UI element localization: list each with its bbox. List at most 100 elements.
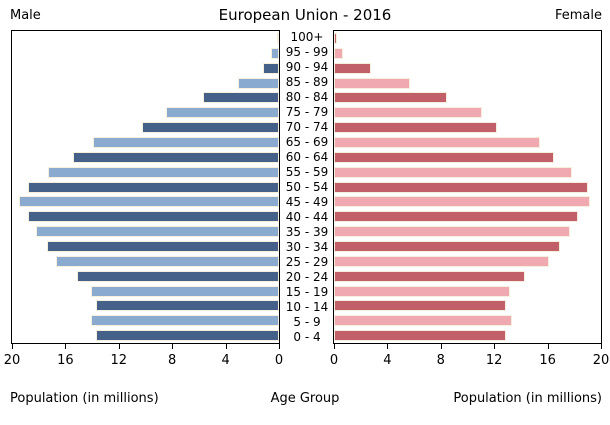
female-bar xyxy=(334,47,344,59)
male-header-label: Male xyxy=(10,8,41,23)
x-tick-label: 16 xyxy=(539,353,556,368)
x-tick xyxy=(387,343,389,349)
female-bar-row xyxy=(334,135,601,150)
female-bar-row xyxy=(334,105,601,120)
female-bar xyxy=(334,196,591,208)
male-bar-row xyxy=(12,31,279,46)
x-tick xyxy=(118,343,120,349)
female-bar xyxy=(334,211,579,223)
age-group-label: 45 - 49 xyxy=(285,194,329,209)
male-bar-row xyxy=(12,269,279,284)
male-plot xyxy=(11,30,280,344)
male-bar xyxy=(96,300,279,312)
female-bar-row xyxy=(334,313,601,328)
female-bar xyxy=(334,300,507,312)
x-tick xyxy=(225,343,227,349)
age-group-label: 10 - 14 xyxy=(285,299,329,314)
male-bar xyxy=(28,181,279,193)
male-bar-row xyxy=(12,105,279,120)
age-group-label: 35 - 39 xyxy=(285,224,329,239)
male-bar-row xyxy=(12,284,279,299)
age-labels-column: 100+ 95 - 99 90 - 94 85 - 89 80 - 84 75 - 79 7… xyxy=(281,30,333,344)
male-bar-row xyxy=(12,209,279,224)
female-plot-bars xyxy=(334,31,601,343)
age-group-label: 85 - 89 xyxy=(285,75,329,90)
male-axis-ticks: 20 16 12 8 4 0 xyxy=(4,343,283,375)
male-bar xyxy=(277,32,279,44)
male-bar xyxy=(237,77,279,89)
x-tick xyxy=(334,343,335,349)
female-bar-row xyxy=(334,31,601,46)
male-bar xyxy=(96,330,279,342)
x-tick-label: 12 xyxy=(485,353,503,368)
female-bar-row xyxy=(334,194,601,209)
female-axis-ticks: 0 4 8 12 16 20 xyxy=(330,343,609,375)
male-bar xyxy=(18,196,279,208)
chart-title: European Union - 2016 xyxy=(218,6,392,24)
female-bar-row xyxy=(334,46,601,61)
female-bar-row xyxy=(334,180,601,195)
female-bar-row xyxy=(334,254,601,269)
age-group-label: 95 - 99 xyxy=(285,45,329,60)
male-bar-row xyxy=(12,90,279,105)
male-bar xyxy=(141,122,279,134)
female-plot xyxy=(333,30,602,344)
female-bar-row xyxy=(334,90,601,105)
male-bar xyxy=(56,255,279,267)
female-bar-row xyxy=(334,328,601,343)
x-tick-label: 16 xyxy=(57,353,74,368)
female-bar-row xyxy=(334,298,601,313)
age-group-label: 20 - 24 xyxy=(285,269,329,284)
female-bar xyxy=(334,136,540,148)
female-bar-row xyxy=(334,76,601,91)
male-bar xyxy=(165,107,279,119)
age-group-label: 5 - 9 xyxy=(293,314,321,329)
x-tick-label: 8 xyxy=(168,353,177,368)
male-bar xyxy=(46,240,279,252)
male-bar xyxy=(271,47,279,59)
female-bar xyxy=(334,151,555,163)
age-group-label: 100+ xyxy=(290,30,324,45)
female-bar-row xyxy=(334,239,601,254)
x-tick xyxy=(279,343,280,349)
male-bar xyxy=(90,315,279,327)
male-bar xyxy=(77,270,279,282)
female-bar xyxy=(334,122,497,134)
age-group-label: 60 - 64 xyxy=(285,150,329,165)
x-tick xyxy=(440,343,442,349)
female-bar xyxy=(334,62,372,74)
female-bar-row xyxy=(334,224,601,239)
age-group-label: 90 - 94 xyxy=(285,60,329,75)
age-group-label: 75 - 79 xyxy=(285,105,329,120)
female-bar xyxy=(334,166,572,178)
x-tick xyxy=(65,343,67,349)
x-tick-label: 20 xyxy=(3,353,21,368)
x-tick xyxy=(494,343,496,349)
female-bar xyxy=(334,330,507,342)
male-bar xyxy=(93,136,279,148)
x-tick-label: 0 xyxy=(274,353,284,368)
male-bar-row xyxy=(12,298,279,313)
female-axis-title: Population (in millions) xyxy=(453,391,602,406)
x-tick-label: 4 xyxy=(221,353,230,368)
age-group-label: 0 - 4 xyxy=(293,329,321,344)
age-group-label: 65 - 69 xyxy=(285,135,329,150)
female-bar xyxy=(334,107,483,119)
female-bar-row xyxy=(334,150,601,165)
male-bar-row xyxy=(12,61,279,76)
male-bar-row xyxy=(12,313,279,328)
age-group-label: 25 - 29 xyxy=(285,254,329,269)
female-bar-row xyxy=(334,209,601,224)
female-header-label: Female xyxy=(554,8,602,23)
male-bar xyxy=(90,285,279,297)
female-bar xyxy=(334,226,571,238)
age-group-label: 40 - 44 xyxy=(285,209,329,224)
male-bar-row xyxy=(12,135,279,150)
male-bar-row xyxy=(12,254,279,269)
female-bar-row xyxy=(334,284,601,299)
female-bar xyxy=(334,77,411,89)
x-tick-label: 12 xyxy=(110,353,128,368)
male-bar-row xyxy=(12,224,279,239)
x-tick-label: 0 xyxy=(329,353,339,368)
